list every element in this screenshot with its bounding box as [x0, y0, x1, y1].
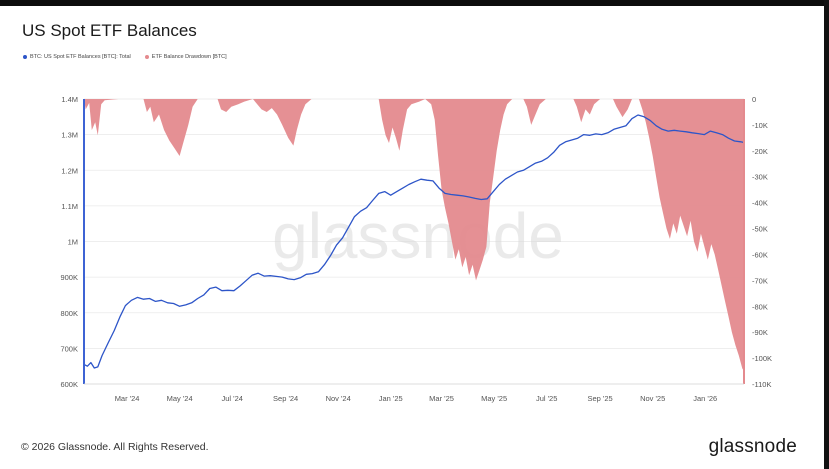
- x-tick-label: Jul '25: [536, 394, 557, 403]
- x-tick-label: Nov '24: [326, 394, 351, 403]
- x-tick-label: Mar '24: [115, 394, 140, 403]
- drawdown-area-path: [84, 99, 744, 371]
- right-tick-label: -50K: [752, 225, 768, 234]
- right-tick-label: -40K: [752, 199, 768, 208]
- right-tick-label: -70K: [752, 276, 768, 285]
- copyright-text: © 2026 Glassnode. All Rights Reserved.: [21, 441, 209, 453]
- x-tick-label: Nov '25: [640, 394, 665, 403]
- axes: [83, 99, 745, 385]
- x-tick-label: May '24: [167, 394, 193, 403]
- right-tick-label: -10K: [752, 121, 768, 130]
- legend-swatch-drawdown: [144, 55, 149, 59]
- left-tick-label: 1M: [68, 238, 78, 247]
- chart-legend: BTC: US Spot ETF Balances [BTC]: Total E…: [23, 54, 227, 60]
- right-tick-label: -100K: [752, 354, 772, 363]
- x-axis-labels: Mar '24 May '24 Jul '24 Sep '24 Nov '24 Jan '…: [115, 394, 718, 403]
- legend-swatch-balances: [23, 55, 27, 59]
- left-tick-label: 800K: [60, 309, 78, 318]
- x-tick-label: Sep '25: [588, 394, 613, 403]
- left-tick-label: 1.4M: [61, 95, 78, 104]
- x-tick-label: Jan '26: [693, 394, 717, 403]
- right-tick-label: 0: [752, 95, 756, 104]
- right-tick-label: -20K: [752, 147, 768, 156]
- right-tick-label: -80K: [752, 302, 768, 311]
- left-tick-label: 700K: [60, 344, 78, 353]
- balance-line-path: [83, 114, 745, 369]
- legend-item-balances[interactable]: BTC: US Spot ETF Balances [BTC]: Total: [23, 54, 131, 60]
- x-tick-label: Mar '25: [429, 394, 454, 403]
- left-tick-label: 1.2M: [61, 166, 78, 175]
- drawdown-area: [84, 99, 744, 371]
- right-tick-label: -60K: [752, 250, 768, 259]
- x-tick-label: May '25: [481, 394, 507, 403]
- left-tick-label: 600K: [60, 380, 78, 389]
- right-axis-labels: 0 -10K -20K -30K -40K -50K -60K -70K -80K -90K -10…: [752, 95, 772, 389]
- x-tick-label: Jul '24: [221, 394, 242, 403]
- x-tick-label: Jan '25: [379, 394, 403, 403]
- right-tick-label: -90K: [752, 328, 768, 337]
- left-axis-labels: 600K 700K 800K 900K 1M 1.1M 1.2M 1.3M 1.4M: [60, 95, 78, 389]
- left-tick-label: 900K: [60, 273, 78, 282]
- right-tick-label: -30K: [752, 173, 768, 182]
- right-tick-label: -110K: [752, 380, 771, 389]
- chart-title: US Spot ETF Balances: [22, 21, 197, 40]
- brand-logo[interactable]: glassnode: [708, 436, 797, 457]
- balance-line: [83, 114, 745, 369]
- right-border: [824, 0, 829, 469]
- left-tick-label: 1.1M: [61, 202, 78, 211]
- x-tick-label: Sep '24: [273, 394, 298, 403]
- legend-item-drawdown[interactable]: ETF Balance Drawdown [BTC]: [144, 54, 227, 60]
- legend-label-drawdown: ETF Balance Drawdown [BTC]: [151, 54, 227, 60]
- top-border: [0, 0, 829, 6]
- watermark: glassnode: [272, 200, 564, 272]
- legend-label-balances: BTC: US Spot ETF Balances [BTC]: Total: [30, 54, 131, 60]
- left-tick-label: 1.3M: [61, 131, 78, 140]
